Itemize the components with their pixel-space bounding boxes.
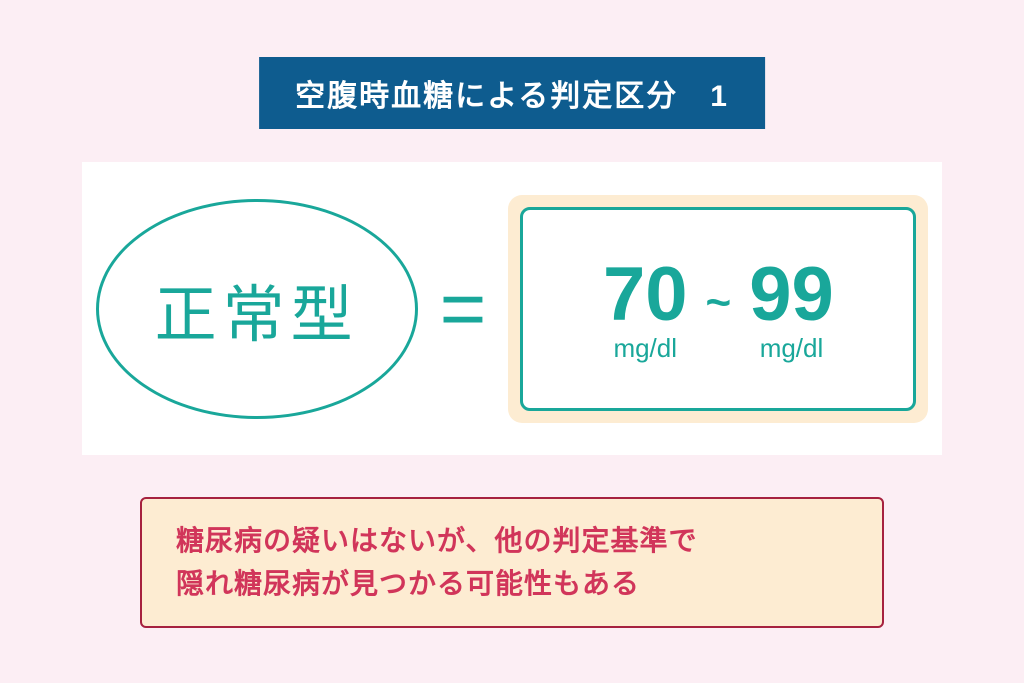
category-ellipse: 正常型: [96, 199, 418, 419]
note-line-1: 糖尿病の疑いはないが、他の判定基準で: [176, 525, 697, 556]
equals-symbol: =: [440, 269, 487, 349]
note-line-2: 隠れ糖尿病が見つかる可能性もある: [176, 568, 640, 599]
range-high: 99 mg/dl: [749, 257, 834, 361]
range-box-inner: 70 mg/dl ~ 99 mg/dl: [520, 207, 916, 411]
range-low-unit: mg/dl: [613, 335, 677, 361]
title-bar: 空腹時血糖による判定区分 1: [259, 57, 765, 129]
category-label: 正常型: [155, 264, 359, 354]
infographic-canvas: 空腹時血糖による判定区分 1 正常型 = 70 mg/dl ~ 99 mg/dl…: [0, 0, 1024, 683]
range-high-value: 99: [749, 257, 834, 333]
note-box: 糖尿病の疑いはないが、他の判定基準で 隠れ糖尿病が見つかる可能性もある: [140, 497, 884, 628]
range-separator: ~: [706, 278, 732, 328]
range-low-value: 70: [603, 257, 688, 333]
main-panel: 正常型 = 70 mg/dl ~ 99 mg/dl: [82, 162, 942, 455]
range-high-unit: mg/dl: [760, 335, 824, 361]
range-low: 70 mg/dl: [603, 257, 688, 361]
title-text: 空腹時血糖による判定区分 1: [295, 80, 729, 113]
range-box-outer: 70 mg/dl ~ 99 mg/dl: [508, 195, 928, 423]
